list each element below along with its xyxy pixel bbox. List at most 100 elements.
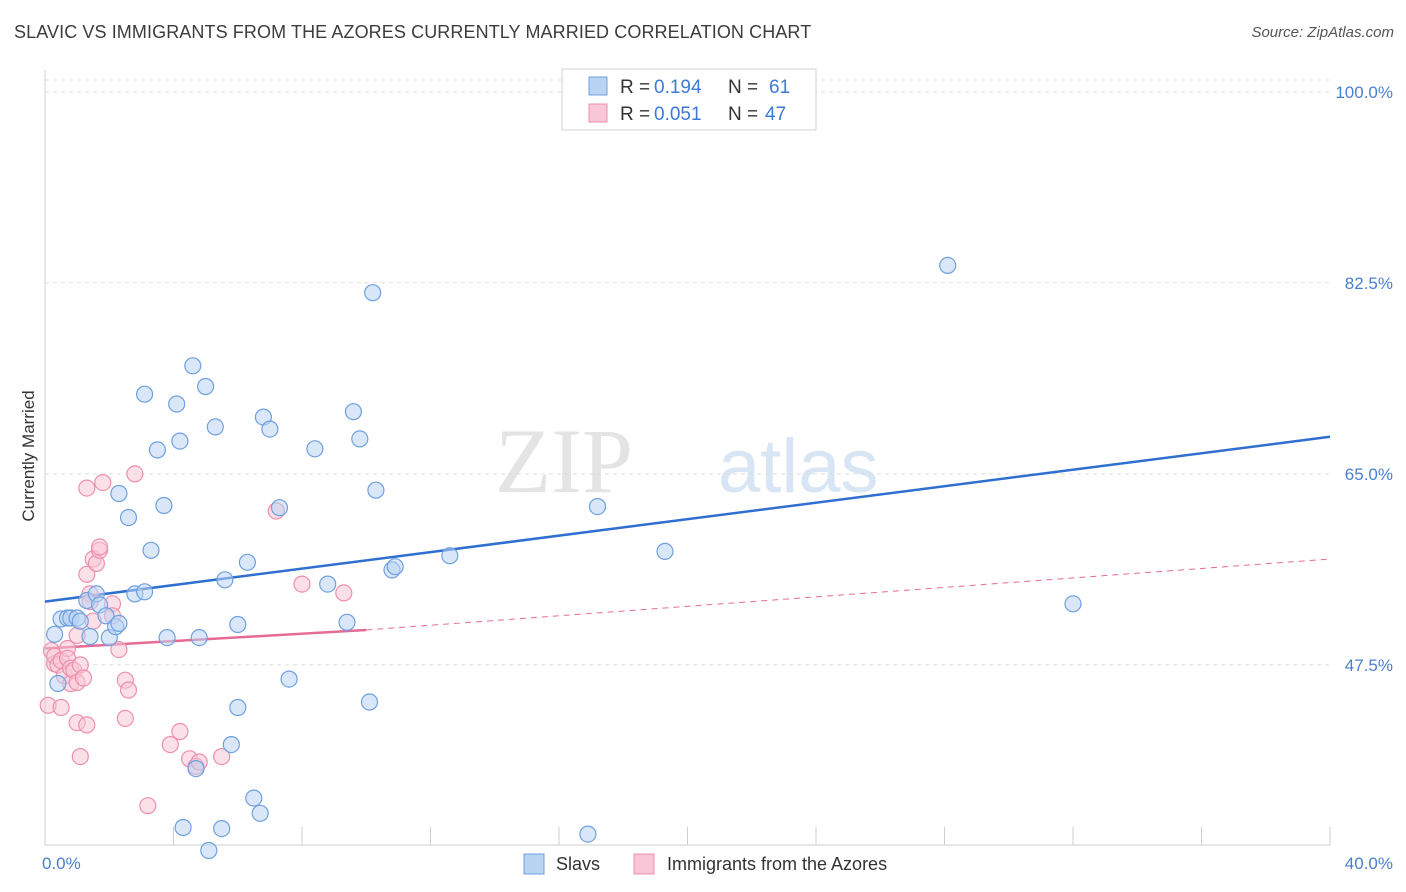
slavs-point-28 [190,628,208,647]
y-tick-label-0: 100.0% [1335,83,1393,102]
slavs-point-59 [1064,595,1082,613]
slavs-point-29 [197,377,215,396]
bottom-legend-label-azores: Immigrants from the Azores [667,854,887,874]
slavs-point-42 [270,499,289,517]
slavs-point-0 [45,625,64,643]
slavs-point-55 [579,825,597,843]
azores-point-18 [74,669,93,687]
slavs-point-46 [338,613,356,631]
slavs-point-56 [588,498,607,516]
azores-point-16 [71,747,89,766]
slavs-point-50 [364,284,382,302]
y-axis-label: Currently Married [19,390,38,521]
slavs-point-37 [238,553,256,571]
slavs-point-24 [168,395,186,413]
slavs-point-38 [245,789,263,807]
slavs-point-33 [216,571,234,589]
slavs-point-18 [136,583,154,601]
slavs-point-6 [71,612,89,630]
slavs-point-15 [110,484,128,503]
slavs-point-23 [158,628,176,647]
chart-title: SLAVIC VS IMMIGRANTS FROM THE AZORES CUR… [14,22,812,42]
slavs-point-32 [213,819,231,838]
azores-point-34 [119,681,138,699]
slavs-point-43 [280,670,298,688]
x-tick-label-0: 0.0% [42,854,81,873]
slavs-point-16 [119,508,138,527]
bottom-legend: Slavs Immigrants from the Azores [523,853,887,875]
azores-point-37 [161,735,179,754]
azores-point-27 [90,538,109,556]
azores-point-5 [52,698,70,717]
source-label: Source: ZipAtlas.com [1251,24,1394,41]
slavs-point-41 [261,420,279,438]
bottom-legend-label-slavs: Slavs [556,854,600,874]
x-tick-label-1: 40.0% [1345,854,1393,873]
azores-point-44 [293,575,311,593]
slavs-trend-line [44,435,1331,603]
slavs-point-11 [97,607,115,625]
slavs-point-31 [206,418,224,436]
azores-point-45 [335,584,353,602]
legend-n-value-slavs: 61 [769,77,790,98]
legend-box: R = 0.194 N = 61 R = 0.051 N = 47 [561,68,817,131]
tick-labels: 100.0% 82.5% 65.0% 47.5% 0.0% 40.0% [42,83,1393,873]
slavs-point-30 [200,841,218,860]
slavs-point-47 [344,403,362,421]
slavs-point-48 [351,430,369,448]
slavs-point-20 [142,541,160,559]
slavs-point-57 [656,542,674,561]
legend-r-value-slavs: 0.194 [654,77,702,98]
slavs-point-22 [155,496,173,515]
azores-point-31 [110,640,128,659]
legend-r-value-azores: 0.051 [654,104,702,125]
legend-n-label-azores: N = [728,104,758,125]
watermark-atlas: atlas [718,424,879,509]
azores-point-35 [126,465,144,483]
series-slavs [45,256,1082,860]
legend-n-label-slavs: N = [728,77,758,98]
slavs-point-19 [136,385,154,403]
legend-r-label-slavs: R = [620,77,650,98]
slavs-point-45 [319,575,337,593]
azores-trend-extension [366,558,1331,631]
slavs-point-60 [174,818,192,837]
y-tick-label-1: 82.5% [1345,274,1393,293]
slavs-point-44 [306,440,324,458]
slavs-point-34 [222,735,240,754]
slavs-point-53 [386,558,404,576]
slavs-point-26 [184,357,202,375]
slavs-point-8 [81,627,99,646]
slavs-point-35 [229,698,247,717]
azores-point-33 [116,709,134,728]
slavs-point-25 [171,432,189,450]
slavs-point-27 [187,759,205,778]
slavs-point-1 [49,674,67,693]
azores-point-28 [94,474,112,492]
azores-point-19 [78,716,96,734]
watermark-zip: ZIP [495,410,633,512]
slavs-point-36 [229,615,247,634]
azores-point-38 [171,722,189,741]
slavs-point-39 [251,804,269,822]
data-points [39,256,1082,860]
azores-point-20 [78,479,96,497]
azores-point-36 [139,797,157,815]
azores-point-21 [78,565,96,583]
y-tick-label-3: 47.5% [1345,656,1393,675]
legend-n-value-azores: 47 [765,104,786,125]
slavs-point-49 [360,693,379,711]
slavs-point-14 [110,614,128,633]
y-tick-label-2: 65.0% [1345,465,1393,484]
legend-r-label-azores: R = [620,104,650,125]
bottom-legend-swatch-azores [633,853,655,875]
slavs-point-51 [367,481,385,499]
axes [44,70,1331,846]
bottom-legend-swatch-slavs [523,853,545,875]
legend-swatch-azores [588,103,608,123]
slavs-point-58 [939,256,957,274]
azores-point-42 [213,747,231,766]
slavs-point-54 [441,547,459,565]
legend-swatch-slavs [588,76,608,96]
